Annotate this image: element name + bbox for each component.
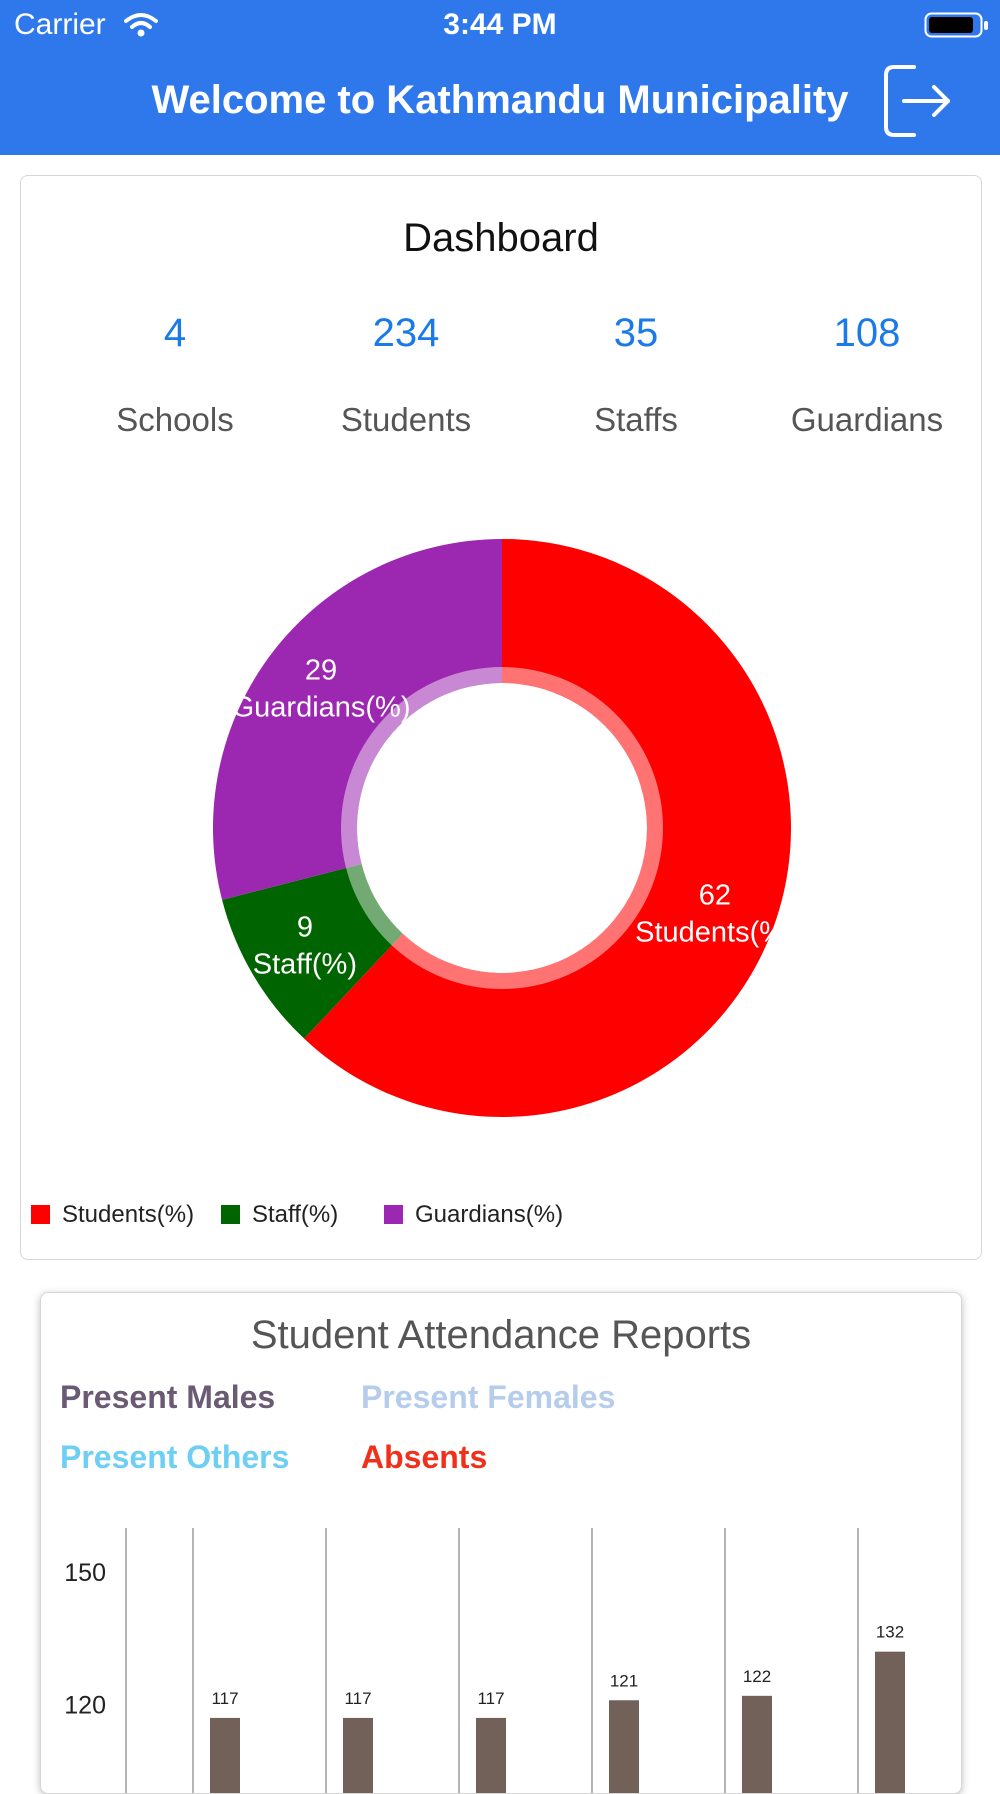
bar-value-label: 117 — [211, 1689, 238, 1708]
attendance-bar-chart: 150 120 117 117 117 121 122 132 — [64, 1528, 905, 1793]
attendance-bar[interactable] — [609, 1700, 639, 1793]
attendance-bar[interactable] — [875, 1651, 905, 1793]
legend-swatch — [31, 1205, 50, 1224]
dashboard-title: Dashboard — [403, 216, 599, 260]
carrier-label: Carrier — [14, 8, 106, 41]
legend-staff: Staff(%) — [221, 1201, 338, 1229]
battery-icon — [924, 12, 988, 38]
stat-value: 35 — [613, 311, 659, 355]
legend-students: Students(%) — [31, 1201, 194, 1229]
logout-icon[interactable] — [880, 62, 952, 140]
stat-label: Students — [340, 401, 472, 438]
donut-slice[interactable] — [212, 539, 502, 900]
slice-name-label: Guardians(%) — [232, 692, 411, 724]
legend-swatch — [384, 1205, 403, 1224]
slice-value-label: 29 — [305, 655, 337, 687]
bar-value-label: 117 — [344, 1689, 371, 1708]
attendance-title: Student Attendance Reports — [250, 1313, 752, 1357]
y-tick-label: 150 — [64, 1559, 106, 1587]
attendance-bar[interactable] — [343, 1717, 373, 1793]
wifi-icon — [124, 13, 158, 37]
bar-value-label: 121 — [610, 1671, 638, 1690]
attendance-bar[interactable] — [476, 1717, 506, 1793]
donut-inner-ring — [341, 667, 663, 989]
attendance-card: Student Attendance Reports Present Males… — [40, 1292, 962, 1794]
series-absents[interactable]: Absents — [361, 1439, 488, 1475]
legend-label: Staff(%) — [252, 1201, 339, 1228]
series-present-females[interactable]: Present Females — [361, 1379, 616, 1415]
stat-value: 108 — [833, 311, 901, 355]
stat-label: Guardians — [790, 401, 944, 438]
slice-value-label: 62 — [699, 879, 731, 911]
app-header: Carrier 3:44 PM Welcome to Kathmandu Mun… — [0, 0, 1000, 155]
series-present-others[interactable]: Present Others — [60, 1439, 290, 1475]
bar-value-label: 117 — [477, 1689, 504, 1708]
clock: 3:44 PM — [443, 8, 557, 41]
legend-label: Students(%) — [62, 1201, 195, 1228]
slice-name-label: Students(%) — [635, 916, 795, 948]
legend-swatch — [221, 1205, 240, 1224]
y-tick-label: 120 — [64, 1692, 106, 1720]
donut-slice[interactable] — [222, 864, 403, 1039]
attendance-bar[interactable] — [210, 1717, 240, 1793]
status-bar: Carrier 3:44 PM — [0, 0, 1000, 50]
dashboard-card: Dashboard 4 Schools 234 Students 35 Staf… — [20, 175, 982, 1260]
stat-label: Schools — [116, 401, 234, 438]
slice-value-label: 9 — [297, 912, 313, 944]
donut-slice[interactable] — [304, 539, 792, 1117]
legend-label: Guardians(%) — [415, 1201, 564, 1228]
bar-value-label: 132 — [876, 1623, 904, 1642]
slice-name-label: Staff(%) — [253, 949, 357, 981]
stat-value: 234 — [372, 311, 440, 355]
stat-label: Staffs — [594, 401, 678, 438]
page-title: Welcome to Kathmandu Municipality — [151, 78, 849, 122]
legend-guardians: Guardians(%) — [384, 1201, 563, 1229]
bar-value-label: 122 — [743, 1667, 771, 1686]
attendance-bar[interactable] — [742, 1695, 772, 1793]
stat-value: 4 — [163, 311, 187, 355]
donut-chart: 62 Students(%) 9 Staff(%) 29 Guardians(%) — [212, 539, 795, 1117]
series-present-males[interactable]: Present Males — [60, 1379, 276, 1415]
